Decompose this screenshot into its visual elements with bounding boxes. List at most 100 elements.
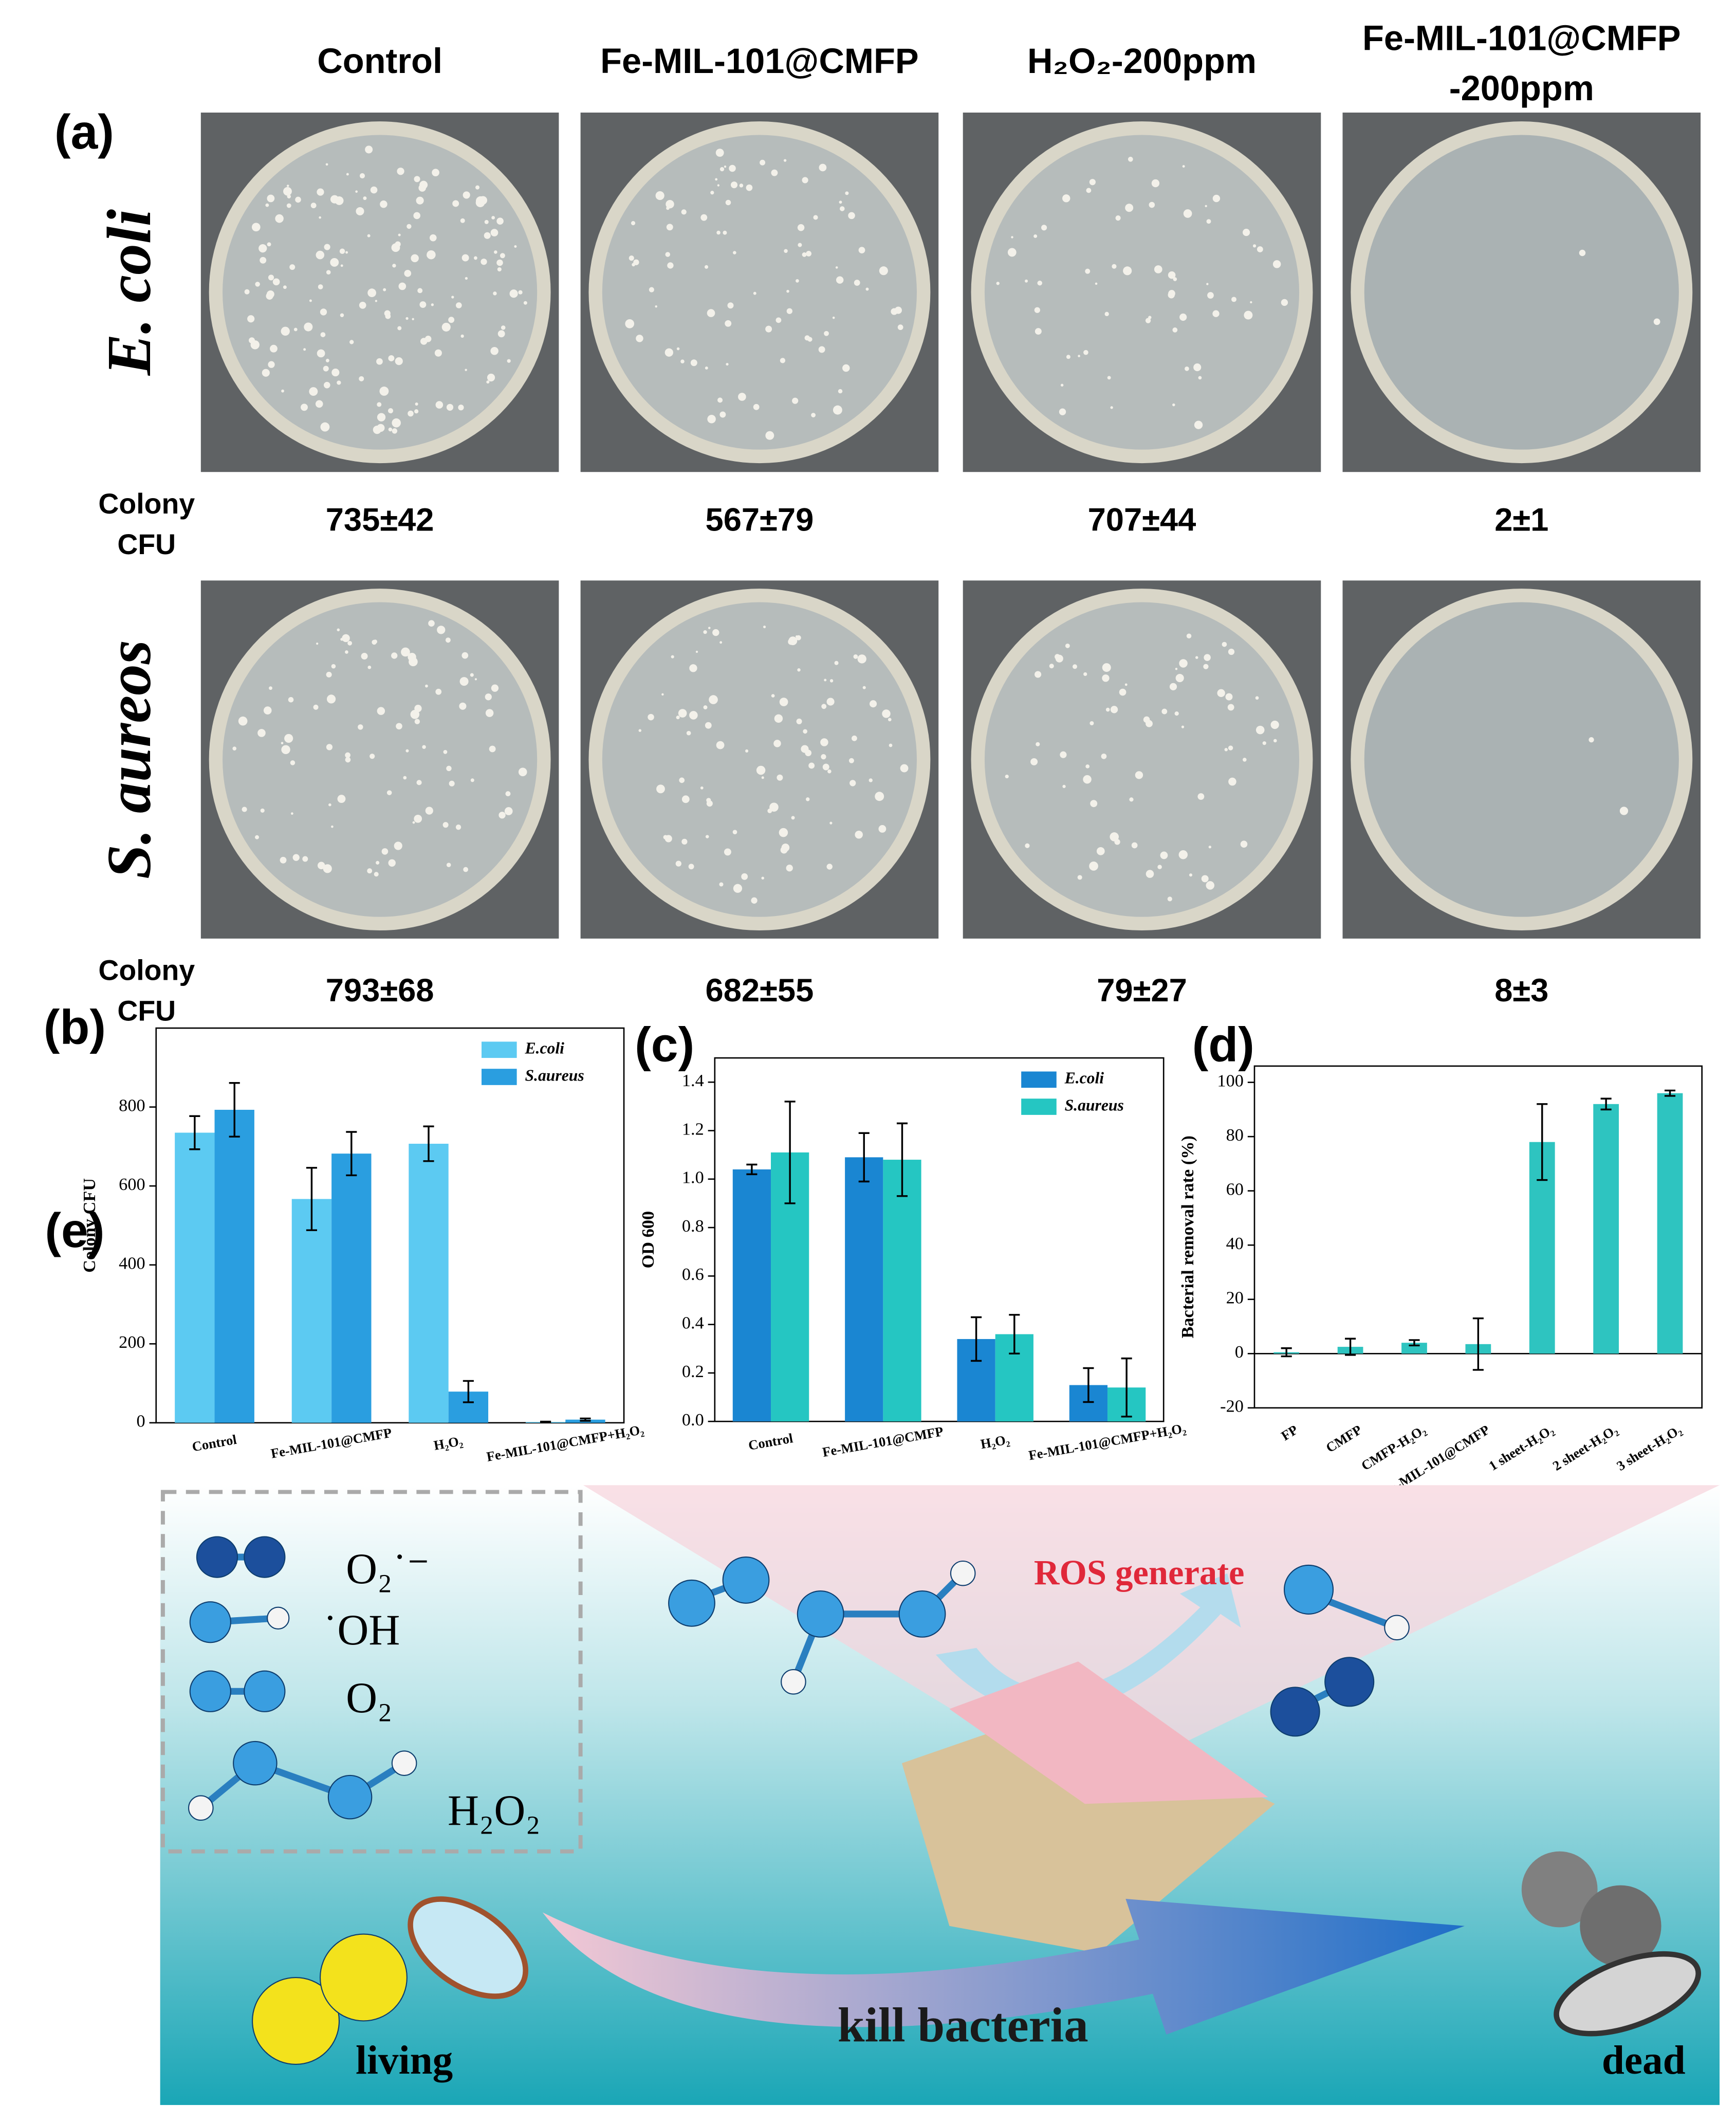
colony [1182, 165, 1185, 168]
plot-frame [714, 1057, 1165, 1422]
colony [441, 322, 451, 332]
colony [675, 860, 681, 867]
colony [1208, 846, 1212, 849]
colony [359, 173, 365, 179]
colony [1083, 775, 1092, 784]
colony [661, 693, 664, 696]
colony [391, 243, 400, 252]
colony [1072, 664, 1077, 669]
colony [1257, 246, 1263, 252]
colony [281, 326, 290, 336]
colony [1653, 318, 1660, 325]
dish-agar [223, 602, 538, 917]
colony [481, 259, 487, 265]
atom [267, 1606, 290, 1629]
colony [1083, 672, 1087, 676]
atom [327, 1774, 373, 1820]
dish-agar [602, 135, 917, 450]
colony [507, 359, 511, 363]
column-header: Fe-MIL-101@CMFP [600, 41, 919, 81]
colony [756, 765, 766, 775]
colony [313, 704, 319, 710]
colony [414, 719, 420, 724]
colony [882, 709, 891, 718]
colony [1227, 704, 1234, 711]
y-tick-label: 0.8 [682, 1216, 704, 1236]
colony [339, 248, 345, 254]
colony [412, 318, 414, 320]
colony [414, 814, 422, 823]
colony [1255, 725, 1265, 735]
colony [255, 282, 260, 287]
colony [717, 184, 720, 187]
count-label: Colony [98, 954, 195, 986]
colony [700, 786, 704, 790]
colony [1083, 350, 1088, 355]
atom [189, 1601, 231, 1643]
colony [786, 289, 789, 293]
count-label: Colony [98, 488, 195, 520]
colony [1059, 408, 1066, 415]
colony [1115, 215, 1121, 221]
colony [290, 760, 296, 765]
colony [1154, 265, 1162, 273]
colony [765, 325, 772, 333]
colony [878, 825, 887, 833]
colony [380, 200, 387, 208]
atom [233, 1741, 278, 1786]
colony [796, 718, 802, 724]
colony [705, 722, 712, 729]
colony [826, 864, 833, 870]
colony [1107, 376, 1111, 380]
column-header: H₂O₂-200ppm [1027, 41, 1257, 81]
colony [1181, 725, 1185, 728]
colony [783, 159, 787, 162]
colony [745, 749, 749, 753]
colony [1035, 328, 1042, 335]
colony [1060, 383, 1064, 387]
colony [361, 652, 368, 660]
colony [738, 393, 746, 401]
colony [504, 807, 513, 815]
colony [386, 790, 392, 795]
colony [1224, 748, 1228, 752]
colony [707, 414, 716, 424]
colony [424, 336, 432, 342]
colony [1181, 314, 1184, 317]
colony [458, 405, 464, 411]
count-label: CFU [117, 995, 176, 1027]
panel-label: (c) [635, 1018, 694, 1072]
x-tick-label: Fe-MIL-101@CMFP [270, 1425, 393, 1461]
colony [326, 694, 336, 704]
atom [1270, 1687, 1320, 1737]
colony [1110, 406, 1113, 409]
colony [773, 740, 781, 747]
colony [704, 265, 709, 269]
colony [319, 216, 321, 219]
colony [1095, 282, 1098, 285]
colony [1178, 850, 1188, 859]
colony [666, 224, 673, 231]
colony [1157, 865, 1162, 869]
colony [367, 665, 372, 669]
colony [1124, 683, 1128, 686]
colony [858, 247, 865, 253]
colony [401, 647, 410, 657]
colony [1112, 264, 1117, 269]
colony [1169, 683, 1177, 690]
colony [290, 812, 293, 815]
colony [470, 673, 474, 677]
colony [323, 864, 332, 873]
colony [405, 317, 409, 320]
colony [427, 253, 431, 258]
colony [281, 389, 284, 393]
colony [655, 191, 664, 200]
y-tick-label: 0.4 [682, 1313, 704, 1333]
colony [1034, 307, 1040, 313]
colony [1123, 266, 1132, 276]
colony [408, 652, 416, 662]
x-tick-label: Fe-MIL-101@CMFP+H₂O₂ [485, 1421, 645, 1464]
colony [842, 364, 850, 372]
colony [1167, 896, 1172, 902]
colony [824, 679, 827, 682]
